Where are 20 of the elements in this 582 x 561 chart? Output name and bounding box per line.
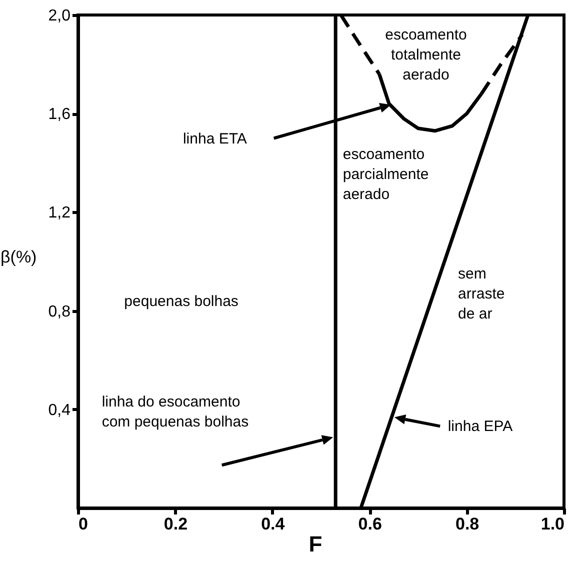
x-tick-label: 0.2 bbox=[164, 514, 188, 534]
x-tick-label: 1.0 bbox=[540, 514, 564, 534]
y-tick-label: 1,6 bbox=[48, 106, 71, 124]
x-tick-label: 0 bbox=[78, 514, 88, 534]
y-tick-label: 1,2 bbox=[48, 204, 71, 222]
annotation: linha EPA bbox=[448, 418, 513, 436]
x-axis-title: F bbox=[308, 532, 322, 556]
annotation: escoamento totalmente aerado bbox=[385, 26, 467, 84]
annotation: pequenas bolhas bbox=[124, 292, 238, 310]
x-tick-label: 0.4 bbox=[261, 514, 286, 534]
y-tick-label: 0,4 bbox=[48, 402, 71, 419]
x-tick-label: 0.6 bbox=[358, 514, 382, 534]
x-tick-label: 0.8 bbox=[455, 514, 480, 534]
y-tick-label: 0,8 bbox=[48, 303, 71, 320]
annotation: sem arraste de ar bbox=[458, 265, 505, 322]
annotation: escoamento parcialmente aerado bbox=[342, 146, 429, 203]
y-axis-title: β(%) bbox=[0, 248, 37, 266]
annotation: linha ETA bbox=[182, 130, 247, 148]
annotation: linha do esocamento com pequenas bolhas bbox=[102, 394, 249, 431]
y-tick-label: 2,0 bbox=[48, 8, 71, 24]
